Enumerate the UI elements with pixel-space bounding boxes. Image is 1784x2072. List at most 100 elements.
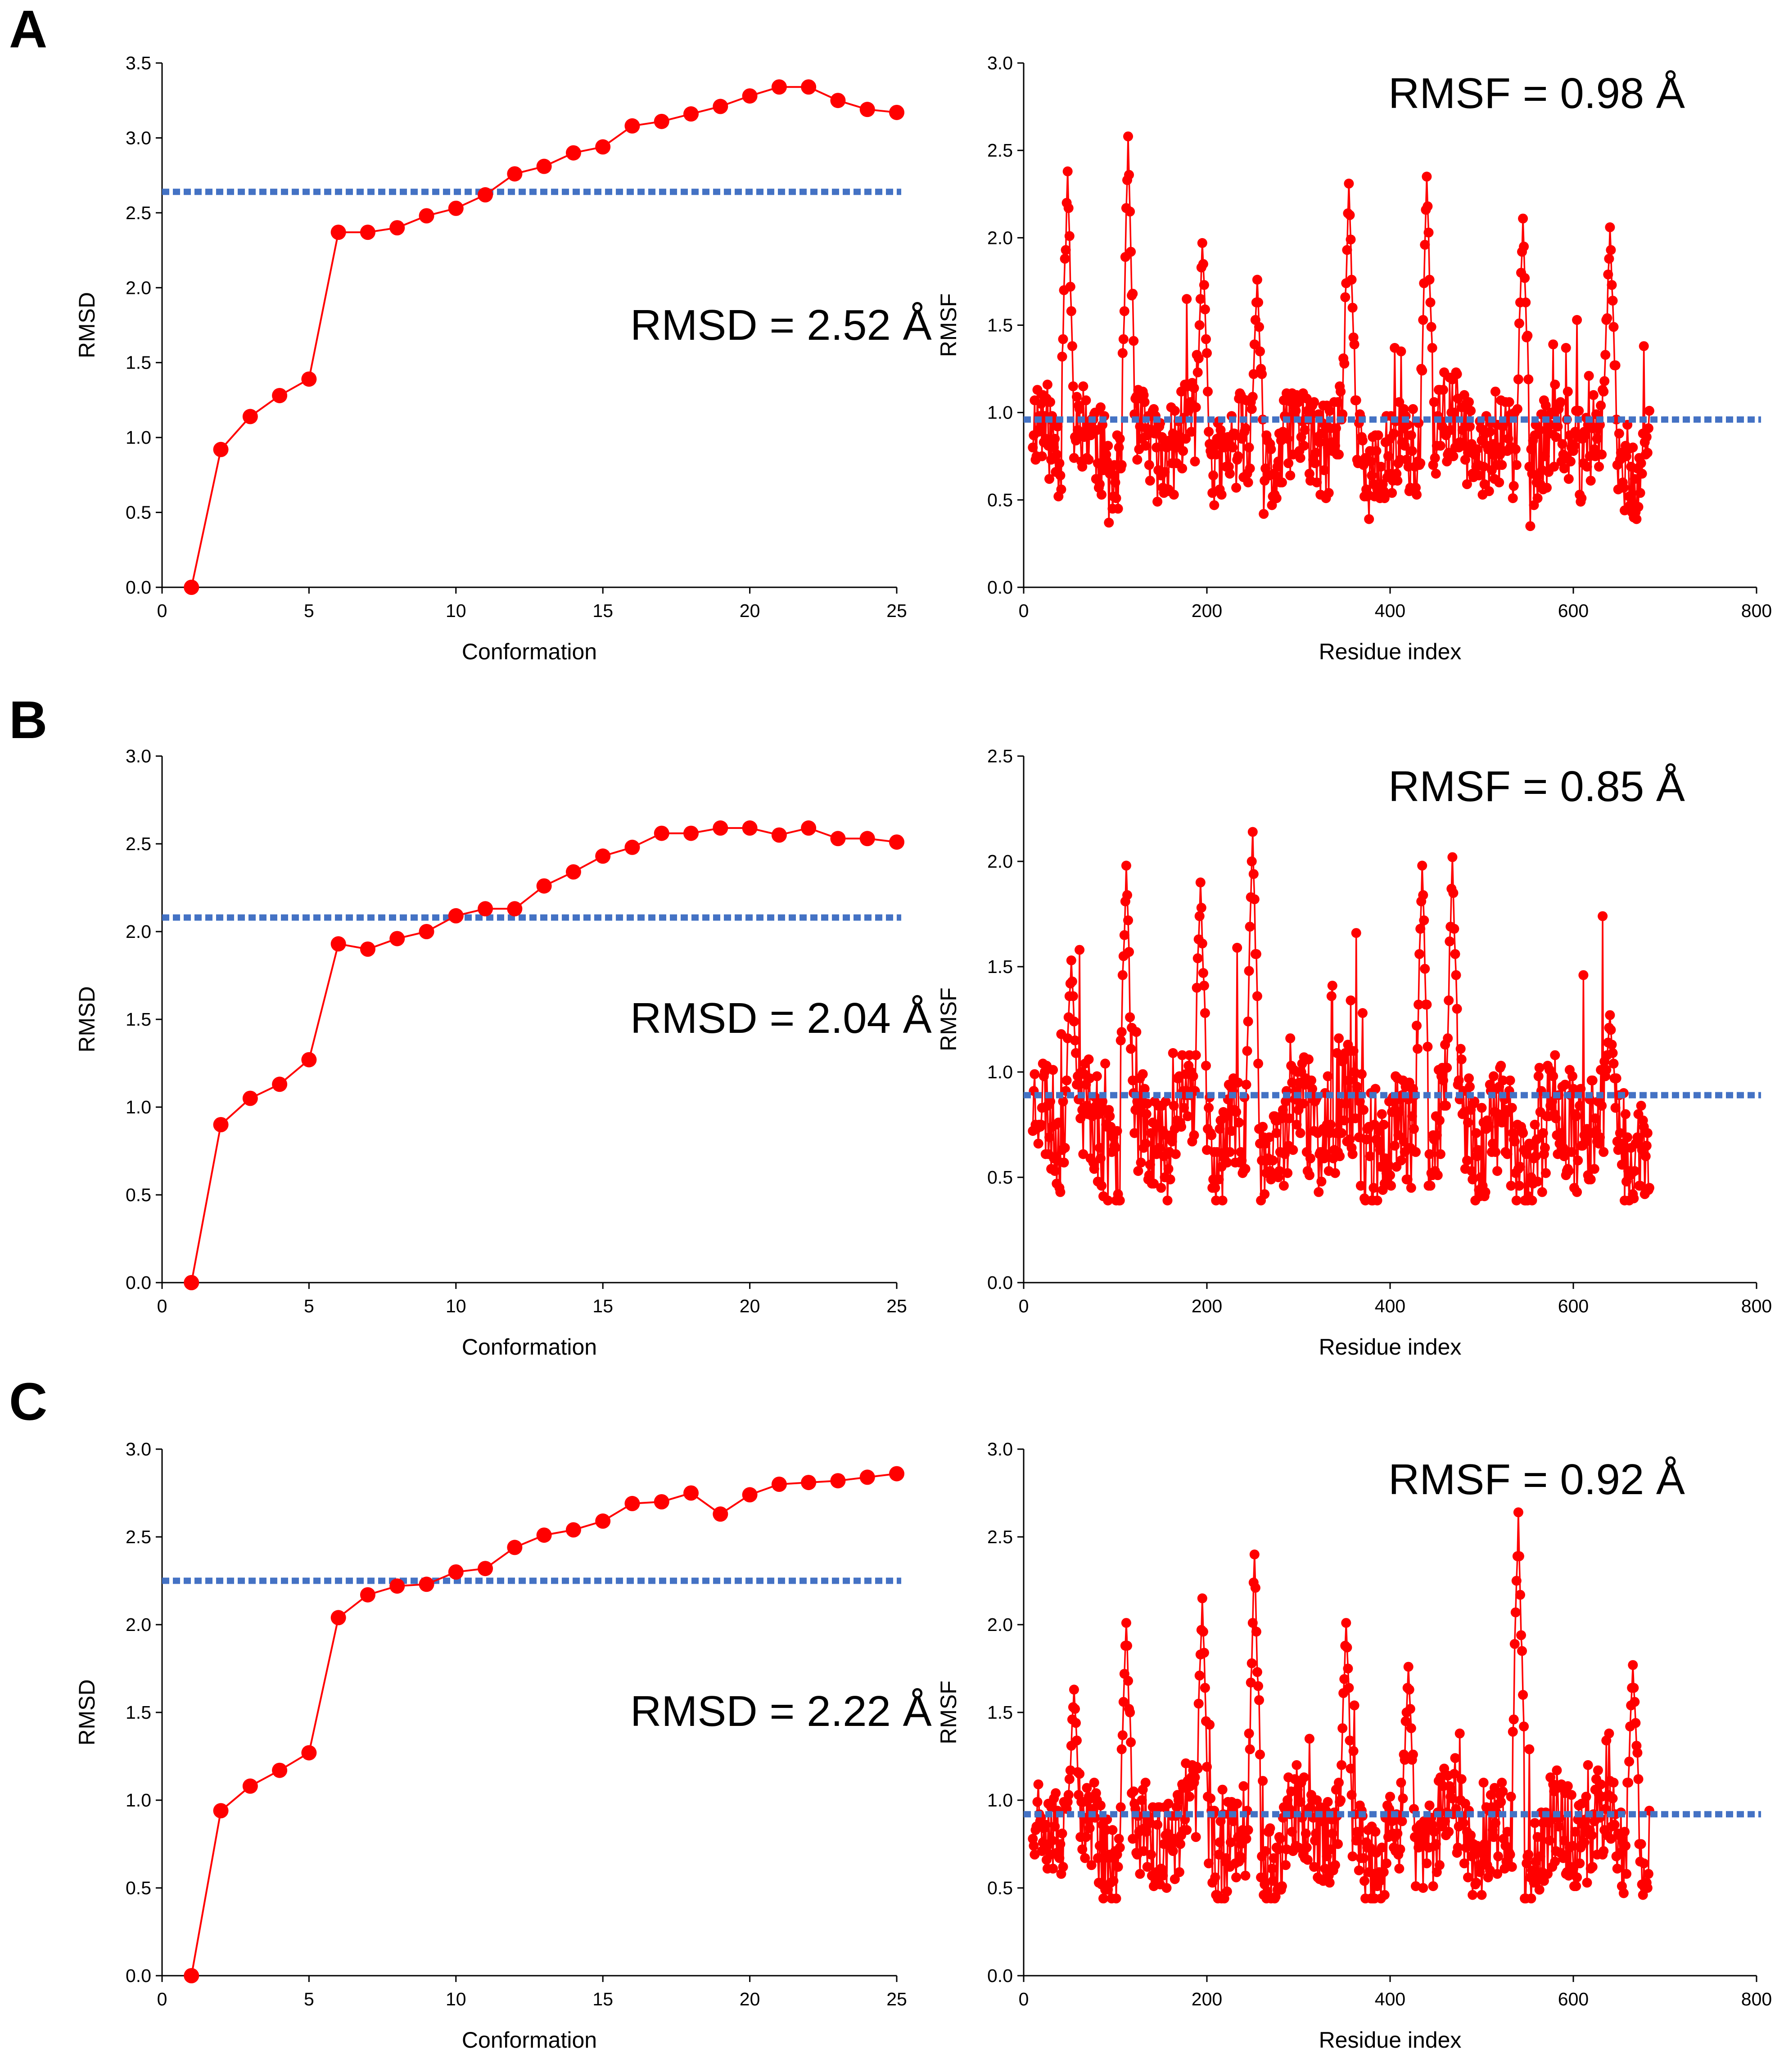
rmsf-point xyxy=(1450,949,1460,959)
rmsf-point xyxy=(1054,1853,1065,1863)
rmsf-point xyxy=(1208,470,1219,481)
rmsf-point xyxy=(1174,1867,1184,1877)
rmsf-point xyxy=(1630,1697,1640,1707)
rmsd-x-tick-label: 5 xyxy=(304,600,314,621)
rmsf-point xyxy=(1428,1881,1438,1892)
rmsf-point xyxy=(1551,1113,1561,1123)
rmsd-point xyxy=(771,1477,787,1492)
rmsf-point xyxy=(1588,390,1599,400)
rmsf-point xyxy=(1098,1893,1108,1904)
rmsf-x-tick-label: 400 xyxy=(1375,600,1405,621)
rmsf-point xyxy=(1641,1140,1652,1151)
panel-a: A 0.0 0.5 1.0 1.5 2.0 2.5 3.0 3.5 0 5 10 15 20 25 Confo… xyxy=(9,0,1772,664)
rmsf-point xyxy=(1228,1816,1238,1826)
rmsf-point xyxy=(1514,1551,1524,1561)
rmsf-point xyxy=(1492,1869,1503,1879)
rmsf-point xyxy=(1550,1856,1560,1867)
rmsf-point xyxy=(1635,1180,1645,1191)
rmsf-point xyxy=(1058,334,1068,344)
rmsf-point xyxy=(1340,292,1350,302)
rmsf-point xyxy=(1636,458,1646,468)
rmsf-point xyxy=(1047,1835,1057,1846)
rmsf-point xyxy=(1269,1853,1279,1863)
rmsf-point xyxy=(1145,1159,1155,1170)
rmsf-point xyxy=(1640,1151,1651,1162)
rmsf-point xyxy=(1323,1797,1333,1807)
rmsf-point xyxy=(1191,402,1201,412)
rmsf-point xyxy=(1094,479,1105,489)
rmsf-point xyxy=(1077,462,1088,472)
rmsf-point xyxy=(1615,1848,1625,1858)
rmsf-point xyxy=(1274,1166,1284,1176)
rmsf-point xyxy=(1241,1080,1251,1090)
rmsf-point xyxy=(1563,1166,1574,1176)
rmsf-point xyxy=(1429,397,1439,407)
rmsf-point xyxy=(1464,1073,1474,1083)
rmsf-point xyxy=(1048,1864,1058,1874)
rmsf-point xyxy=(1376,462,1386,472)
rmsf-point xyxy=(1489,1071,1499,1081)
rmsf-point xyxy=(1086,1860,1097,1870)
rmsf-point xyxy=(1608,296,1618,306)
rmsf-point xyxy=(1508,493,1518,503)
rmsf-point xyxy=(1292,1120,1302,1130)
rmsf-point xyxy=(1423,201,1433,212)
rmsd-chart-b: 0.0 0.5 1.0 1.5 2.0 2.5 3.0 0 5 10 15 20 25 Conformat… xyxy=(74,746,932,1360)
rmsf-x-tick-label: 600 xyxy=(1558,600,1589,621)
rmsf-point xyxy=(1347,1851,1358,1861)
rmsf-point xyxy=(1390,1140,1400,1151)
rmsf-point xyxy=(1231,482,1242,493)
rmsf-point xyxy=(1193,1698,1204,1709)
rmsf-x-tick-label: 800 xyxy=(1741,1989,1772,2009)
rmsf-point xyxy=(1531,1134,1542,1144)
rmsf-point xyxy=(1345,1134,1355,1144)
rmsf-point xyxy=(1632,1132,1643,1143)
rmsf-point xyxy=(1195,294,1206,304)
rmsf-point xyxy=(1089,1778,1099,1788)
rmsf-point xyxy=(1072,392,1082,402)
rmsd-point xyxy=(859,831,875,847)
rmsf-point xyxy=(1215,1837,1225,1847)
rmsf-point xyxy=(1243,477,1253,487)
rmsf-point xyxy=(1379,1890,1390,1900)
rmsf-point xyxy=(1559,1151,1569,1162)
rmsf-point xyxy=(1325,1844,1336,1855)
rmsf-point xyxy=(1114,1833,1124,1844)
rmsf-point xyxy=(1584,371,1594,381)
rmsf-y-tick-label: 2.5 xyxy=(987,1527,1013,1547)
rmsf-point xyxy=(1300,425,1310,435)
rmsd-x-axis-title: Conformation xyxy=(462,2027,597,2053)
rmsf-point xyxy=(1589,1164,1599,1174)
rmsf-point xyxy=(1422,171,1432,182)
rmsf-point xyxy=(1527,1195,1537,1206)
rmsf-point xyxy=(1347,302,1358,313)
rmsf-y-tick-label: 2.0 xyxy=(987,227,1013,248)
rmsd-y-tick-label: 0.0 xyxy=(126,577,151,598)
rmsf-point xyxy=(1060,253,1070,264)
rmsf-point xyxy=(1357,1008,1368,1018)
rmsf-point xyxy=(1133,1166,1143,1176)
rmsf-y-tick-label: 1.0 xyxy=(987,402,1013,423)
rmsf-y-tick-label: 1.0 xyxy=(987,1790,1013,1811)
rmsf-point xyxy=(1508,481,1519,491)
rmsf-point xyxy=(1110,1143,1120,1153)
rmsf-point xyxy=(1258,1776,1268,1786)
rmsf-point xyxy=(1357,435,1368,446)
rmsf-point xyxy=(1170,405,1180,416)
rmsd-point xyxy=(801,820,817,836)
rmsf-y-tick-label: 1.0 xyxy=(987,1062,1013,1082)
rmsf-point xyxy=(1580,430,1590,441)
rmsf-point xyxy=(1442,1063,1452,1073)
rmsf-point xyxy=(1121,1618,1131,1628)
rmsf-point xyxy=(1444,995,1454,1005)
rmsf-point xyxy=(1316,428,1327,439)
rmsf-point xyxy=(1168,1048,1178,1058)
rmsf-point xyxy=(1585,1174,1596,1185)
rmsf-point xyxy=(1643,1869,1653,1879)
rmsf-point xyxy=(1321,1149,1331,1159)
rmsf-point xyxy=(1194,320,1205,330)
rmsf-point xyxy=(1604,1728,1614,1739)
rmsf-point xyxy=(1511,460,1522,470)
rmsf-point xyxy=(1283,1168,1293,1178)
rmsf-point xyxy=(1448,451,1459,461)
